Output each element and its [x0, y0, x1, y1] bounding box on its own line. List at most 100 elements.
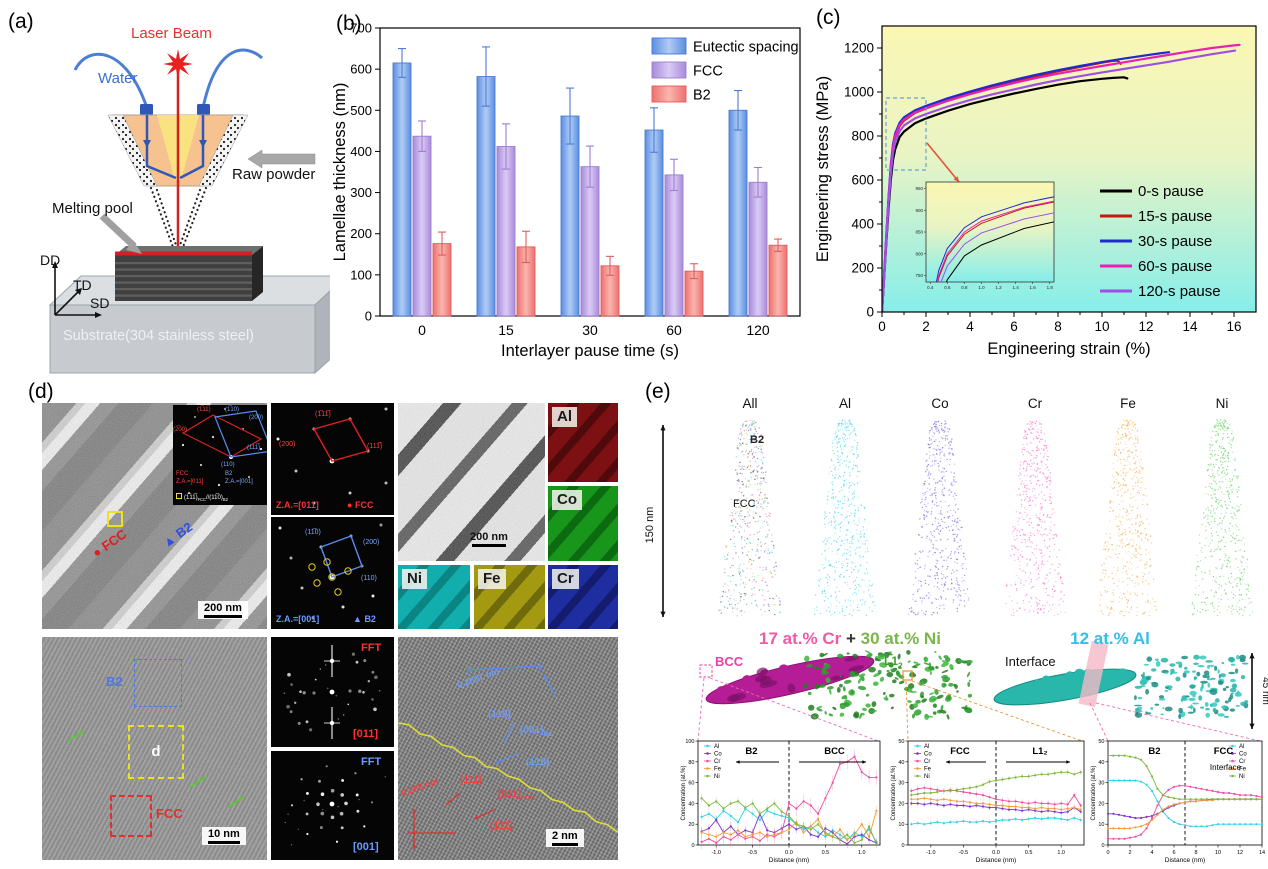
svg-text:30: 30: [582, 322, 598, 338]
svg-text:600: 600: [851, 173, 874, 188]
tip-fcc-label: FCC: [733, 498, 756, 510]
svg-text:10: 10: [1094, 319, 1109, 334]
fft-pattern-b2: FFT [001]: [271, 751, 394, 860]
saed-pattern-fcc: (1̅11̅) (200) (111̅) Z.A.=[011] ● FCC: [271, 403, 394, 515]
svg-text:200: 200: [350, 226, 372, 241]
plane-label: (1̅11̅): [490, 821, 513, 832]
svg-text:30: 30: [1098, 781, 1104, 787]
svg-text:40: 40: [898, 760, 904, 766]
panel-c-label: (c): [816, 6, 841, 29]
svg-text:1000: 1000: [844, 85, 874, 100]
substrate-label: Substrate(304 stainless steel): [63, 328, 255, 344]
svg-text:-0.5: -0.5: [748, 850, 757, 856]
svg-text:Concentration (at.%): Concentration (at.%): [1091, 765, 1097, 820]
raw-powder-arrow-icon: [247, 149, 316, 169]
fft-label: FFT: [361, 642, 382, 654]
svg-text:45 nm: 45 nm: [1260, 677, 1268, 705]
svg-text:0: 0: [901, 843, 904, 849]
svg-text:20: 20: [688, 822, 694, 828]
eds-map-al: Al: [548, 403, 618, 482]
svg-text:Interlayer pause time (s): Interlayer pause time (s): [501, 342, 679, 360]
hrtem-interface-image: 0.2007 nm (110) [001]B2 (1̅10) 0.208 nm …: [398, 637, 618, 860]
svg-text:20: 20: [898, 801, 904, 807]
svg-text:600: 600: [350, 62, 372, 77]
svg-text:Ni: Ni: [714, 774, 720, 780]
svg-text:0-s pause: 0-s pause: [1138, 183, 1204, 200]
hrtem-overview-image: B2 d FCC 10 nm: [42, 637, 267, 860]
svg-text:0: 0: [1101, 843, 1104, 849]
phase-label: ● FCC: [347, 500, 374, 510]
svg-text:300: 300: [350, 185, 372, 200]
scale-bar-200nm: 200 nm: [470, 531, 508, 547]
svg-text:FCC: FCC: [1214, 746, 1234, 757]
svg-text:Fe: Fe: [924, 767, 932, 773]
svg-text:0.0: 0.0: [785, 850, 793, 856]
svg-text:10: 10: [898, 822, 904, 828]
svg-text:60: 60: [666, 322, 682, 338]
svg-text:700: 700: [350, 21, 372, 36]
svg-text:Al: Al: [1239, 744, 1244, 750]
svg-text:120-s pause: 120-s pause: [1138, 283, 1221, 300]
scale-bar-2nm: 2 nm: [546, 829, 584, 847]
svg-text:1.0: 1.0: [978, 285, 985, 290]
tip-label-all: All: [742, 396, 758, 411]
plane-label: (11̅0): [305, 529, 321, 536]
svg-text:120: 120: [746, 322, 770, 338]
svg-text:B2: B2: [745, 746, 757, 757]
svg-text:200: 200: [851, 261, 874, 276]
eds-map-cr: Cr: [548, 565, 618, 629]
svg-text:Fe: Fe: [1239, 767, 1247, 773]
tip-label-al: Al: [838, 396, 851, 411]
svg-text:1200: 1200: [844, 41, 874, 56]
svg-text:30-s pause: 30-s pause: [1138, 233, 1212, 250]
plane-label: (200): [363, 539, 380, 546]
stress-strain-chart: 0 2 4 6 8 10 12 14 16 0 200 400 600 800 1000 1200 0-s pa…: [814, 25, 1257, 358]
fft-pattern-fcc: FFT [011]: [271, 637, 394, 747]
svg-text:1.4: 1.4: [1012, 285, 1019, 290]
svg-text:Cr: Cr: [714, 759, 720, 765]
tip-label-fe: Fe: [1120, 396, 1136, 411]
plane-label: (200): [279, 441, 296, 448]
svg-text:60-s pause: 60-s pause: [1138, 258, 1212, 275]
melting-pool-label: Melting pool: [52, 200, 133, 217]
svg-text:15-s pause: 15-s pause: [1138, 208, 1212, 225]
fcc-region-box: [110, 795, 152, 837]
zone-axis-label: [011]FCC: [498, 789, 535, 802]
zone-axis-label: Z.A.=[001]: [276, 614, 320, 624]
svg-text:50: 50: [1098, 739, 1104, 745]
svg-text:20: 20: [1098, 801, 1104, 807]
svg-text:16: 16: [1226, 319, 1241, 334]
panel-b-label: (b): [336, 12, 362, 35]
panel-d-label: (d): [28, 380, 54, 403]
element-label: Co: [552, 490, 582, 510]
l12-label: L12: [884, 654, 903, 671]
svg-text:FCC: FCC: [693, 64, 723, 80]
tem-bright-field-image: ● FCC ▲ B2 200 nm (1̅11̅) (1̅10) (200) (…: [42, 403, 267, 629]
plane-label: (2̅00): [173, 427, 188, 433]
svg-text:750: 750: [915, 273, 923, 278]
bcc-label: BCC: [715, 654, 744, 669]
svg-text:0: 0: [418, 322, 426, 338]
svg-text:Ni: Ni: [924, 774, 930, 780]
svg-text:-1.0: -1.0: [926, 850, 935, 856]
svg-text:0.5: 0.5: [822, 850, 830, 856]
svg-text:B2: B2: [693, 88, 711, 104]
caption-cr-ni: 17 at.% Cr + 30 at.% Ni: [759, 629, 941, 648]
plane-label: (1̅11̅): [315, 411, 331, 418]
svg-text:0: 0: [691, 843, 694, 849]
axis-td-label: TD: [73, 277, 92, 293]
element-label: Cr: [552, 569, 579, 589]
profile-chart: 0 2 4 6 8 10 12 14 0 10 20 30 40 50 Distance (nm) Conce…: [1091, 739, 1265, 864]
svg-text:15: 15: [498, 322, 514, 338]
zone-axis-label: FCC: [176, 471, 189, 477]
zone-axis-label: Z.A.=[011]: [276, 500, 319, 510]
svg-text:10: 10: [1098, 822, 1104, 828]
svg-text:1.2: 1.2: [995, 285, 1002, 290]
svg-text:8: 8: [1054, 319, 1062, 334]
plane-label: (111̅): [367, 443, 383, 450]
plane-label: (1̅10): [526, 757, 550, 768]
svg-text:40: 40: [1098, 760, 1104, 766]
plane-label: (1̅10): [225, 407, 240, 413]
svg-text:150 nm: 150 nm: [644, 507, 656, 544]
saed-pattern-b2: (11̅0) (200) (110) Z.A.=[001] ▲ B2: [271, 517, 394, 629]
